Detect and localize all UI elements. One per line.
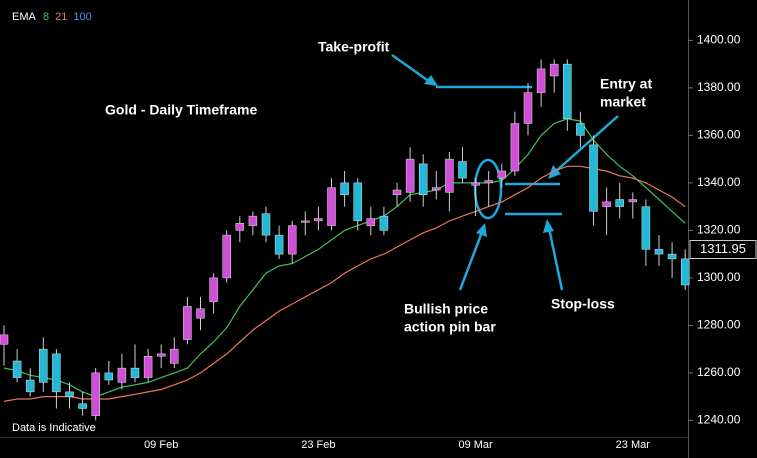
x-tick-label: 09 Feb	[144, 439, 178, 451]
candle-body	[523, 92, 533, 124]
candle-body	[589, 144, 598, 212]
arrow	[547, 227, 564, 291]
ema-line	[3, 165, 686, 402]
y-tick-label: 1400.00	[697, 33, 741, 47]
candle-body	[667, 253, 677, 260]
legend-title: EMA	[12, 11, 37, 23]
candle-body	[130, 367, 140, 378]
candle-body	[510, 123, 520, 172]
arrow-head	[476, 223, 487, 237]
ema-line	[3, 118, 686, 398]
price-box	[689, 239, 757, 259]
y-tick-label: 1320.00	[697, 223, 741, 237]
legend-entry: 21	[55, 11, 67, 23]
annotation: Stop-loss	[551, 296, 615, 312]
annotation: Entry at	[600, 76, 652, 92]
y-tick-label: 1300.00	[697, 270, 741, 284]
legend-entry: 8	[43, 11, 49, 23]
candle-body	[0, 334, 9, 345]
candle-body	[287, 225, 297, 255]
arrow	[458, 231, 484, 291]
candle-body	[445, 158, 454, 193]
candle-body	[680, 258, 690, 286]
candle-body	[654, 249, 664, 255]
x-tick-label: 09 Mar	[458, 439, 493, 451]
candle-body	[12, 360, 22, 378]
candle-body	[52, 353, 61, 393]
price-label: 1311.95	[700, 241, 746, 256]
arrow-head	[543, 219, 554, 233]
candle-body	[366, 218, 376, 226]
highlight-ellipse	[473, 158, 503, 220]
candle-body	[39, 348, 48, 383]
candle-body	[314, 218, 323, 222]
candle-body	[222, 234, 231, 279]
candle-body	[484, 180, 493, 184]
chart-title: Gold - Daily Timeframe	[105, 102, 257, 118]
annotation: Bullish price	[404, 301, 488, 317]
candle-body	[327, 187, 336, 226]
candle-body	[340, 182, 349, 195]
candle-body	[458, 161, 467, 179]
candle-body	[65, 391, 74, 397]
legend-entry: 100	[73, 11, 91, 23]
candle-body	[471, 182, 480, 186]
candle-body	[418, 163, 428, 195]
annotation-shapes	[391, 53, 619, 291]
candle-body	[379, 215, 389, 231]
candle-body	[497, 170, 507, 179]
candle-body	[641, 206, 651, 250]
x-tick-label: 23 Feb	[301, 439, 335, 451]
candle-body	[301, 220, 310, 223]
y-tick-label: 1280.00	[697, 318, 741, 332]
candle-body	[392, 189, 402, 195]
arrow-head	[424, 75, 438, 86]
candle-body	[549, 63, 559, 77]
candle-body	[432, 187, 441, 191]
candle-body	[536, 68, 546, 93]
candle-body	[235, 223, 245, 231]
candle-body	[143, 356, 153, 378]
candle-body	[248, 215, 258, 226]
candle-body	[183, 306, 192, 340]
candle-body	[170, 348, 179, 364]
candle-body	[261, 213, 271, 236]
candle-body	[405, 158, 415, 193]
y-tick-label: 1240.00	[697, 413, 741, 427]
arrow	[391, 53, 431, 84]
candle-body	[104, 372, 114, 381]
annotation: market	[600, 94, 646, 110]
arrow	[554, 115, 619, 173]
annotation: Take-profit	[318, 39, 390, 55]
y-tick-label: 1260.00	[697, 365, 741, 379]
candle-body	[209, 277, 218, 302]
candle-body	[25, 379, 35, 393]
y-tick-label: 1340.00	[697, 175, 741, 189]
footnote: Data is Indicative	[12, 422, 96, 434]
candle-body	[353, 182, 362, 222]
candle-body	[576, 123, 585, 136]
candle-body	[615, 199, 624, 207]
candle-body	[563, 63, 572, 119]
candle-body	[196, 308, 205, 319]
y-tick-label: 1360.00	[697, 128, 741, 142]
candle-body	[78, 403, 87, 409]
candle-body	[117, 367, 127, 383]
annotation: action pin bar	[404, 319, 496, 335]
y-tick-label: 1380.00	[697, 80, 741, 94]
candle-body	[91, 372, 100, 416]
candle-body	[274, 234, 284, 255]
candle-body	[602, 201, 611, 207]
candle-body	[156, 353, 166, 357]
x-tick-label: 23 Mar	[616, 439, 651, 451]
arrow-head	[548, 165, 561, 179]
candle-body	[628, 199, 638, 203]
